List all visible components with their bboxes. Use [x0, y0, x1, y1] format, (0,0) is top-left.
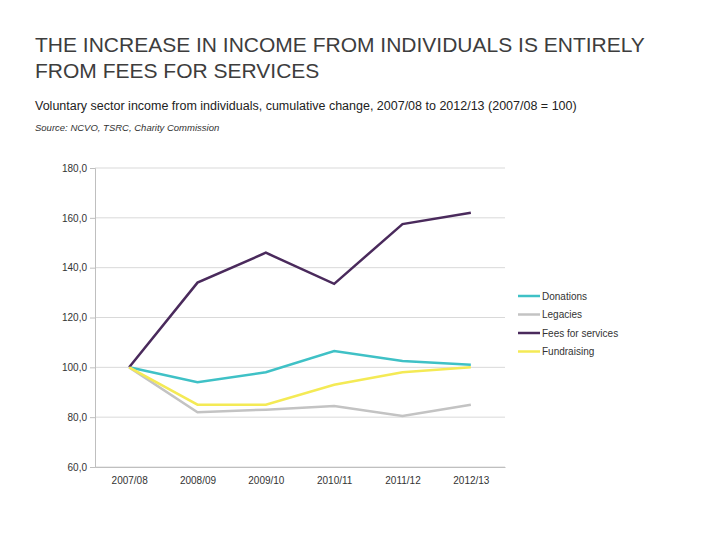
- legend-swatch: [518, 350, 540, 353]
- grid-line: [95, 168, 505, 169]
- x-tick-label: 2012/13: [453, 475, 490, 486]
- subtitle: Voluntary sector income from individuals…: [35, 99, 577, 113]
- legend-label: Fees for services: [542, 328, 618, 339]
- x-tick: 2007/08: [112, 467, 149, 486]
- x-tick-label: 2010/11: [317, 475, 353, 486]
- x-tick-label: 2009/10: [248, 475, 285, 486]
- y-tick: 60,0: [68, 462, 95, 473]
- y-tick-mark: [90, 467, 95, 468]
- y-tick-label: 60,0: [68, 462, 88, 473]
- y-axis: 60,0 80,0 100,0 120,0 140,0 160,0 180,0: [62, 163, 96, 473]
- lines: [129, 213, 471, 416]
- x-tick: 2010/11: [317, 467, 353, 486]
- y-tick: 160,0: [62, 213, 95, 224]
- legend-swatch: [518, 313, 540, 316]
- y-tick-label: 120,0: [62, 312, 87, 323]
- y-tick: 80,0: [68, 412, 95, 423]
- x-axis-line: [96, 467, 506, 468]
- x-tick: 2012/13: [453, 467, 490, 486]
- x-tick: 2011/12: [385, 467, 421, 486]
- legend-label: Fundraising: [542, 346, 594, 357]
- y-tick-mark: [90, 367, 95, 368]
- legend-swatch: [518, 332, 540, 335]
- x-axis: 2007/08 2008/09 2009/10 2010/11 2011/12 2012/…: [96, 467, 506, 486]
- y-tick: 140,0: [62, 262, 95, 273]
- series-line: [129, 351, 471, 382]
- y-tick-label: 160,0: [62, 213, 87, 224]
- source: Source: NCVO, TSRC, Charity Commission: [35, 122, 219, 133]
- x-tick: 2009/10: [248, 467, 285, 486]
- x-tick: 2008/09: [180, 467, 217, 486]
- y-tick: 120,0: [62, 312, 95, 323]
- grid-line: [95, 467, 505, 468]
- legend-label: Legacies: [542, 309, 582, 320]
- y-tick-mark: [90, 318, 95, 319]
- title: THE INCREASE IN INCOME FROM INDIVIDUALS …: [35, 33, 645, 82]
- y-axis-line: [90, 169, 96, 468]
- y-tick: 180,0: [62, 163, 95, 174]
- y-tick-mark: [90, 417, 95, 418]
- y-tick-mark: [90, 168, 95, 169]
- chart: THE INCREASE IN INCOME FROM INDIVIDUALS …: [0, 0, 720, 540]
- legend-label: Donations: [542, 291, 587, 302]
- y-tick-label: 180,0: [62, 163, 87, 174]
- x-tick-label: 2008/09: [180, 475, 217, 486]
- y-tick-mark: [90, 268, 95, 269]
- series-line: [129, 367, 471, 416]
- y-tick-label: 80,0: [68, 412, 88, 423]
- grid-line: [95, 417, 505, 418]
- grid: [95, 168, 505, 467]
- grid-line: [95, 317, 505, 318]
- y-tick-label: 100,0: [62, 362, 87, 373]
- legend-swatch: [518, 295, 540, 298]
- y-tick-label: 140,0: [62, 262, 87, 273]
- series-line: [129, 213, 471, 367]
- series-line: [129, 367, 471, 404]
- legend: Donations Legacies Fees for services Fundra…: [518, 291, 618, 358]
- y-tick-mark: [90, 218, 95, 219]
- y-tick: 100,0: [62, 362, 95, 373]
- x-tick-label: 2011/12: [385, 475, 421, 486]
- x-tick-label: 2007/08: [112, 475, 149, 486]
- grid-line: [95, 367, 505, 368]
